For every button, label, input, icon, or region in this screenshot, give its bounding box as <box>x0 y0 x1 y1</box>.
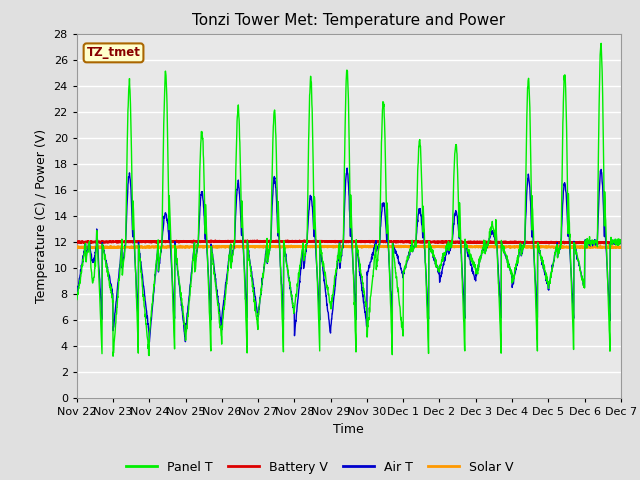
Legend: Panel T, Battery V, Air T, Solar V: Panel T, Battery V, Air T, Solar V <box>121 456 519 479</box>
Solar V <box>570 245 577 251</box>
Air T <box>73 293 81 299</box>
Battery V <box>225 239 232 244</box>
Y-axis label: Temperature (C) / Power (V): Temperature (C) / Power (V) <box>35 129 48 303</box>
Air T <box>225 258 232 264</box>
Air T <box>145 339 153 345</box>
Solar V <box>365 244 372 250</box>
Battery V <box>507 240 515 245</box>
Battery V <box>376 239 384 245</box>
Solar V <box>260 243 268 249</box>
Panel T <box>109 353 117 359</box>
Battery V <box>365 239 372 245</box>
Panel T <box>365 315 372 321</box>
Panel T <box>597 40 605 46</box>
Battery V <box>569 240 577 246</box>
Line: Air T: Air T <box>77 168 621 342</box>
Title: Tonzi Tower Met: Temperature and Power: Tonzi Tower Met: Temperature and Power <box>192 13 506 28</box>
Solar V <box>617 244 625 250</box>
Solar V <box>225 244 232 250</box>
Air T <box>365 263 372 268</box>
Solar V <box>508 244 515 250</box>
Text: TZ_tmet: TZ_tmet <box>86 47 140 60</box>
Air T <box>570 308 577 313</box>
Air T <box>617 240 625 245</box>
Battery V <box>73 239 81 245</box>
Solar V <box>584 244 592 250</box>
Air T <box>377 223 385 229</box>
Line: Battery V: Battery V <box>77 240 621 243</box>
Battery V <box>584 240 592 246</box>
Battery V <box>244 238 252 243</box>
Battery V <box>605 240 612 246</box>
Air T <box>508 270 515 276</box>
Solar V <box>73 244 81 250</box>
Air T <box>343 165 351 171</box>
Panel T <box>376 195 384 201</box>
Line: Panel T: Panel T <box>77 43 621 356</box>
Solar V <box>83 245 90 251</box>
Solar V <box>377 244 385 250</box>
Battery V <box>617 240 625 245</box>
Panel T <box>73 297 81 302</box>
X-axis label: Time: Time <box>333 423 364 436</box>
Panel T <box>584 240 592 246</box>
Air T <box>584 239 592 244</box>
Panel T <box>569 324 577 329</box>
Line: Solar V: Solar V <box>77 246 621 248</box>
Panel T <box>225 258 232 264</box>
Panel T <box>507 267 515 273</box>
Panel T <box>617 238 625 244</box>
